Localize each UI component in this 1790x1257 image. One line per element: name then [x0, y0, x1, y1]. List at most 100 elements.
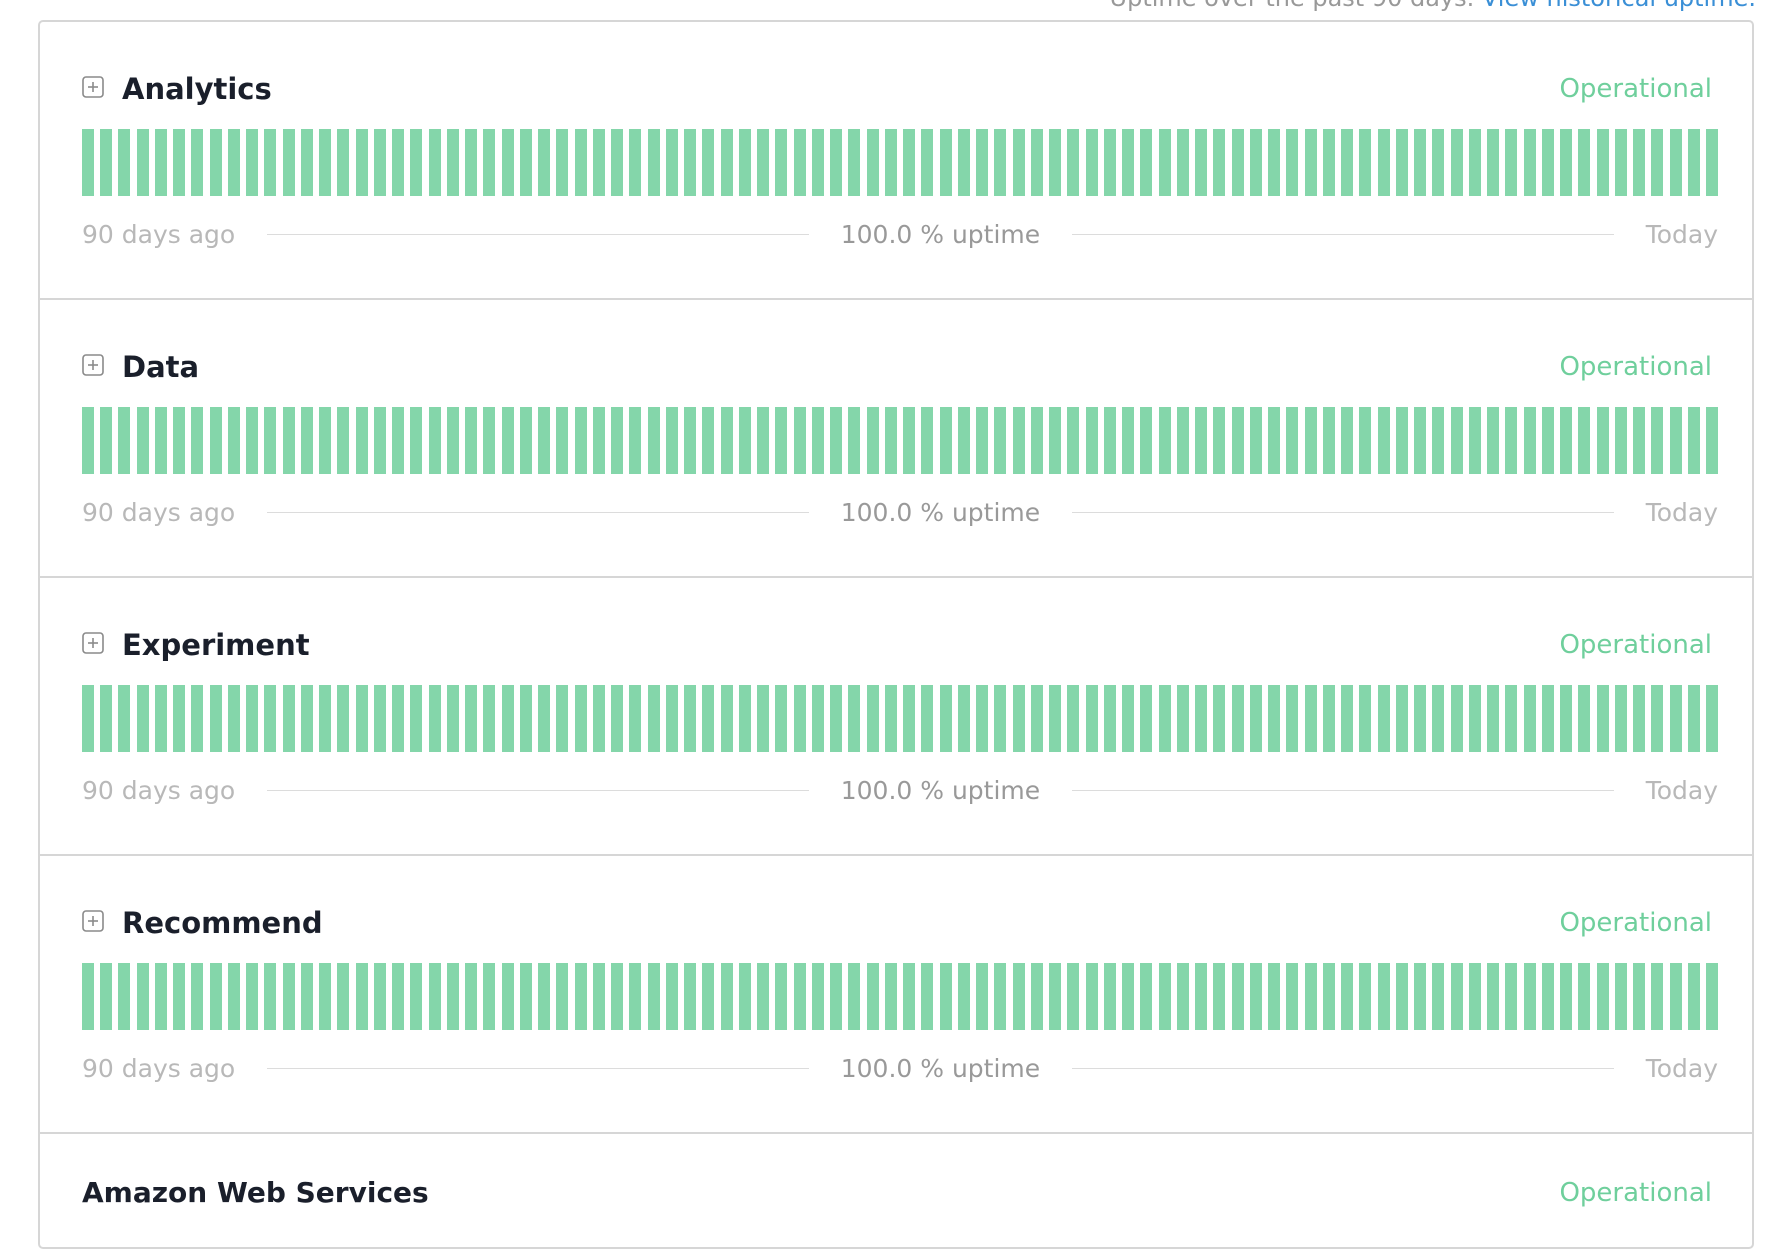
- uptime-day-bar[interactable]: [976, 685, 989, 752]
- uptime-day-bar[interactable]: [173, 685, 186, 752]
- uptime-day-bar[interactable]: [465, 407, 478, 474]
- uptime-day-bar[interactable]: [538, 129, 551, 196]
- uptime-day-bar[interactable]: [775, 407, 788, 474]
- uptime-day-bar[interactable]: [1030, 963, 1043, 1030]
- uptime-day-bar[interactable]: [1377, 963, 1390, 1030]
- uptime-day-bar[interactable]: [355, 685, 368, 752]
- uptime-day-bar[interactable]: [392, 407, 405, 474]
- uptime-day-bar[interactable]: [848, 407, 861, 474]
- uptime-day-bar[interactable]: [82, 129, 94, 196]
- uptime-day-bar[interactable]: [1359, 129, 1372, 196]
- uptime-day-bar[interactable]: [355, 407, 368, 474]
- uptime-day-bar[interactable]: [811, 685, 824, 752]
- uptime-day-bar[interactable]: [866, 407, 879, 474]
- uptime-day-bar[interactable]: [976, 129, 989, 196]
- uptime-day-bar[interactable]: [410, 685, 423, 752]
- uptime-day-bar[interactable]: [957, 685, 970, 752]
- uptime-day-bar[interactable]: [1322, 685, 1335, 752]
- uptime-day-bar[interactable]: [1487, 963, 1500, 1030]
- uptime-day-bar[interactable]: [702, 963, 715, 1030]
- expand-icon[interactable]: [82, 354, 104, 380]
- uptime-day-bar[interactable]: [757, 129, 770, 196]
- uptime-day-bar[interactable]: [720, 685, 733, 752]
- uptime-day-bar[interactable]: [82, 407, 94, 474]
- uptime-day-bar[interactable]: [1085, 407, 1098, 474]
- uptime-day-bar[interactable]: [227, 129, 240, 196]
- uptime-day-bar[interactable]: [757, 407, 770, 474]
- uptime-day-bar[interactable]: [483, 685, 496, 752]
- uptime-day-bar[interactable]: [976, 407, 989, 474]
- uptime-day-bar[interactable]: [1432, 685, 1445, 752]
- uptime-day-bar[interactable]: [1012, 685, 1025, 752]
- uptime-day-bar[interactable]: [1560, 685, 1573, 752]
- uptime-day-bar[interactable]: [738, 963, 751, 1030]
- uptime-day-bar[interactable]: [1669, 685, 1682, 752]
- uptime-day-bar[interactable]: [1122, 407, 1135, 474]
- uptime-day-bar[interactable]: [1651, 129, 1664, 196]
- uptime-day-bar[interactable]: [1614, 963, 1627, 1030]
- uptime-day-bar[interactable]: [282, 129, 295, 196]
- uptime-day-bar[interactable]: [1578, 129, 1591, 196]
- uptime-day-bar[interactable]: [884, 129, 897, 196]
- uptime-day-bar[interactable]: [446, 129, 459, 196]
- uptime-day-bar[interactable]: [884, 407, 897, 474]
- uptime-day-bar[interactable]: [1505, 963, 1518, 1030]
- uptime-day-bar[interactable]: [1341, 963, 1354, 1030]
- uptime-day-bar[interactable]: [665, 129, 678, 196]
- uptime-day-bar[interactable]: [1322, 407, 1335, 474]
- uptime-day-bar[interactable]: [1633, 407, 1645, 474]
- uptime-day-bar[interactable]: [1432, 963, 1445, 1030]
- uptime-day-bar[interactable]: [465, 129, 478, 196]
- uptime-day-bar[interactable]: [373, 407, 386, 474]
- uptime-day-bar[interactable]: [1122, 963, 1135, 1030]
- uptime-day-bar[interactable]: [1103, 407, 1116, 474]
- uptime-day-bar[interactable]: [1541, 963, 1554, 1030]
- uptime-day-bar[interactable]: [1395, 685, 1408, 752]
- uptime-day-bar[interactable]: [665, 963, 678, 1030]
- uptime-day-bar[interactable]: [1651, 963, 1664, 1030]
- uptime-day-bar[interactable]: [209, 407, 222, 474]
- uptime-day-bar[interactable]: [1103, 685, 1116, 752]
- uptime-day-bar[interactable]: [665, 407, 678, 474]
- uptime-day-bar[interactable]: [136, 685, 149, 752]
- uptime-day-bar[interactable]: [866, 685, 879, 752]
- uptime-day-bar[interactable]: [1523, 685, 1536, 752]
- uptime-day-bar[interactable]: [574, 129, 587, 196]
- uptime-day-bar[interactable]: [1687, 963, 1700, 1030]
- uptime-day-bar[interactable]: [738, 407, 751, 474]
- uptime-day-bar[interactable]: [1304, 407, 1317, 474]
- uptime-day-bar[interactable]: [1523, 963, 1536, 1030]
- uptime-day-bar[interactable]: [1706, 407, 1718, 474]
- uptime-day-bar[interactable]: [1614, 407, 1627, 474]
- uptime-day-bar[interactable]: [191, 685, 204, 752]
- uptime-day-bar[interactable]: [519, 407, 532, 474]
- uptime-day-bar[interactable]: [1651, 407, 1664, 474]
- uptime-day-bar[interactable]: [866, 963, 879, 1030]
- uptime-day-bar[interactable]: [191, 407, 204, 474]
- uptime-day-bar[interactable]: [300, 129, 313, 196]
- uptime-day-bar[interactable]: [939, 407, 952, 474]
- uptime-day-bar[interactable]: [1158, 129, 1171, 196]
- uptime-day-bar[interactable]: [1487, 685, 1500, 752]
- uptime-day-bar[interactable]: [1341, 129, 1354, 196]
- uptime-day-bar[interactable]: [1341, 407, 1354, 474]
- uptime-day-bar[interactable]: [1176, 963, 1189, 1030]
- uptime-day-bar[interactable]: [1085, 963, 1098, 1030]
- uptime-day-bar[interactable]: [173, 963, 186, 1030]
- uptime-day-bar[interactable]: [939, 685, 952, 752]
- uptime-day-bar[interactable]: [337, 685, 350, 752]
- uptime-day-bar[interactable]: [465, 685, 478, 752]
- uptime-day-bar[interactable]: [446, 685, 459, 752]
- uptime-day-bar[interactable]: [684, 963, 697, 1030]
- uptime-day-bar[interactable]: [538, 407, 551, 474]
- uptime-day-bar[interactable]: [1195, 129, 1208, 196]
- uptime-day-bar[interactable]: [118, 129, 131, 196]
- uptime-day-bar[interactable]: [355, 963, 368, 1030]
- uptime-day-bar[interactable]: [921, 963, 934, 1030]
- uptime-day-bar[interactable]: [410, 407, 423, 474]
- uptime-day-bar[interactable]: [300, 685, 313, 752]
- uptime-day-bar[interactable]: [1523, 129, 1536, 196]
- uptime-day-bar[interactable]: [647, 129, 660, 196]
- uptime-day-bar[interactable]: [1414, 407, 1427, 474]
- uptime-day-bar[interactable]: [1213, 963, 1226, 1030]
